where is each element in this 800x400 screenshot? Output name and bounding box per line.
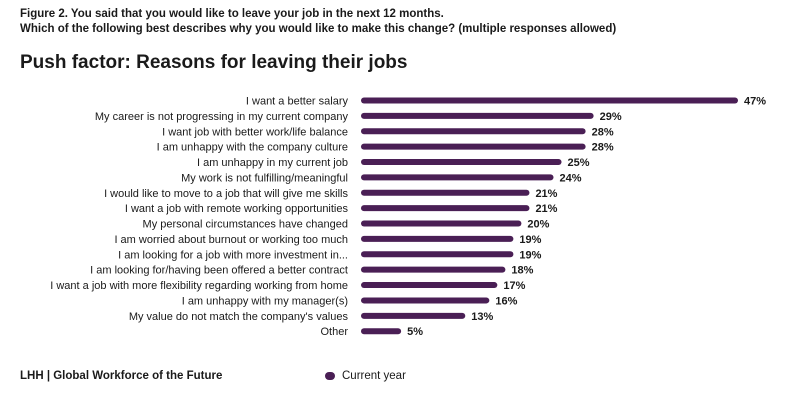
value-label: 5% — [407, 326, 423, 338]
legend-swatch — [325, 372, 335, 380]
value-label: 21% — [535, 203, 557, 215]
value-label: 24% — [560, 172, 582, 184]
value-label: 17% — [503, 280, 525, 292]
value-label: 18% — [511, 265, 533, 277]
value-label: 28% — [592, 142, 614, 154]
bar — [361, 282, 498, 289]
figure-caption: Figure 2. You said that you would like t… — [20, 7, 616, 37]
category-label: My work is not fulfilling/meaningful — [181, 172, 348, 184]
value-label: 21% — [535, 188, 557, 200]
bar — [361, 328, 402, 335]
bar — [361, 159, 562, 166]
bar — [361, 189, 530, 196]
category-label: I want a job with more flexibility regar… — [50, 280, 348, 292]
value-label: 19% — [519, 234, 541, 246]
bar — [361, 266, 506, 273]
bar — [361, 205, 530, 212]
category-label: Other — [320, 326, 348, 338]
bar — [361, 297, 490, 304]
category-label: I want a better salary — [246, 96, 349, 108]
category-label: My personal circumstances have changed — [143, 219, 348, 231]
value-label: 29% — [600, 111, 622, 123]
bar — [361, 112, 594, 119]
category-label: I am unhappy with the company culture — [157, 142, 348, 154]
bar — [361, 312, 466, 319]
bar — [361, 143, 586, 150]
bar — [361, 220, 522, 227]
value-label: 47% — [744, 96, 766, 108]
bar — [361, 235, 514, 242]
category-label: I am looking for a job with more investm… — [118, 249, 348, 261]
chart-title: Push factor: Reasons for leaving their j… — [20, 52, 408, 73]
value-label: 13% — [471, 311, 493, 323]
value-label: 20% — [527, 219, 549, 231]
category-label: My value do not match the company's valu… — [129, 311, 349, 323]
category-label: I would like to move to a job that will … — [104, 188, 348, 200]
category-label: My career is not progressing in my curre… — [95, 111, 349, 123]
category-label: I want job with better work/life balance — [162, 126, 348, 138]
bar — [361, 128, 586, 135]
legend: Current year — [325, 370, 406, 382]
value-label: 19% — [519, 249, 541, 261]
bar — [361, 251, 514, 258]
category-label: I am unhappy with my manager(s) — [182, 295, 348, 307]
caption-line-1: Figure 2. You said that you would like t… — [20, 8, 444, 20]
value-label: 25% — [568, 157, 590, 169]
category-label: I am worried about burnout or working to… — [114, 234, 348, 246]
category-label: I am unhappy in my current job — [197, 157, 348, 169]
bar — [361, 174, 554, 181]
category-label: I am looking for/having been offered a b… — [90, 265, 348, 277]
value-label: 16% — [495, 295, 517, 307]
category-label: I want a job with remote working opportu… — [125, 203, 349, 215]
caption-line-2: Which of the following best describes wh… — [20, 23, 617, 35]
value-label: 28% — [592, 126, 614, 138]
footer-source: LHH | Global Workforce of the Future — [20, 370, 223, 382]
bar — [361, 97, 738, 104]
legend-label: Current year — [342, 370, 406, 382]
